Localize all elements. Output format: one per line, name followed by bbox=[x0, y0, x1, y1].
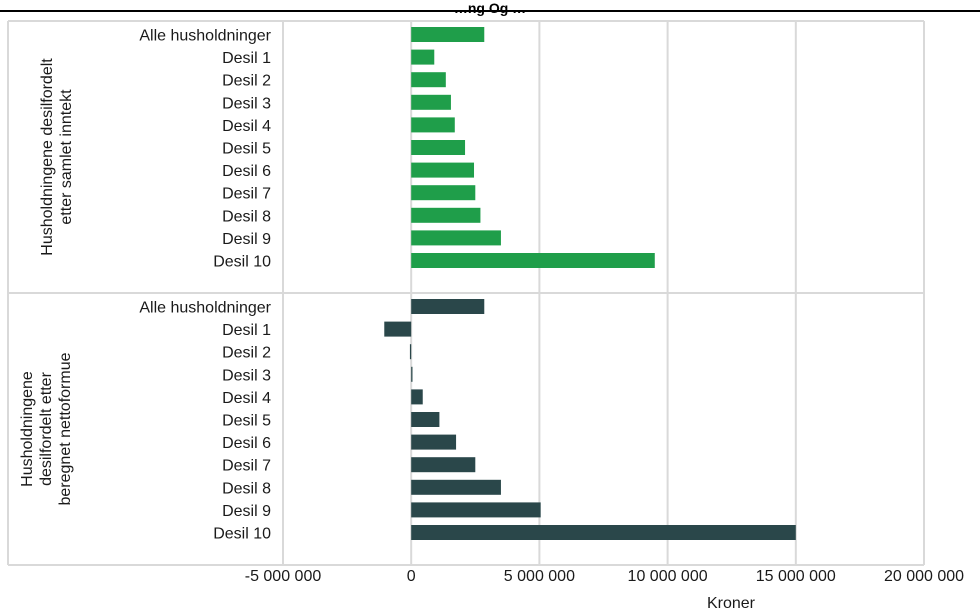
x-tick-label: 5 000 000 bbox=[504, 568, 575, 585]
category-label: Desil 2 bbox=[222, 73, 271, 90]
category-label: Desil 10 bbox=[213, 254, 271, 271]
bar bbox=[411, 525, 796, 540]
category-label: Desil 4 bbox=[222, 390, 271, 407]
group-label: Husholdningene desilfordelt bbox=[39, 58, 56, 256]
bar bbox=[411, 185, 476, 201]
x-tick-label: 0 bbox=[407, 568, 416, 585]
grid-layer bbox=[7, 20, 925, 566]
category-label: Desil 5 bbox=[222, 413, 271, 430]
bar bbox=[411, 389, 423, 405]
bar bbox=[411, 366, 413, 382]
category-label: Desil 1 bbox=[222, 50, 271, 67]
bar bbox=[411, 230, 501, 246]
bar bbox=[411, 502, 541, 518]
x-axis-label: Kroner bbox=[707, 595, 756, 611]
ticks-layer: -5 000 000 0 5 000 000 10 000 000 15 000 000… bbox=[245, 568, 964, 585]
category-label: Alle husholdninger bbox=[139, 28, 271, 45]
group-label: desilfordelt etter bbox=[38, 371, 55, 486]
category-label: Desil 6 bbox=[222, 163, 271, 180]
bar bbox=[411, 412, 440, 427]
x-tick-label: 20 000 000 bbox=[884, 568, 964, 585]
category-label: Desil 8 bbox=[222, 208, 271, 225]
category-label: Desil 8 bbox=[222, 480, 271, 497]
bar bbox=[411, 253, 655, 268]
category-label: Desil 3 bbox=[222, 95, 271, 112]
category-label: Desil 2 bbox=[222, 345, 271, 362]
bar bbox=[411, 479, 501, 495]
bar bbox=[411, 94, 451, 110]
bar bbox=[411, 72, 446, 88]
bar bbox=[411, 299, 485, 314]
bar bbox=[411, 49, 435, 65]
category-label: Desil 7 bbox=[222, 458, 271, 475]
x-tick-label: -5 000 000 bbox=[245, 568, 322, 585]
bar bbox=[411, 162, 475, 178]
bar bbox=[411, 434, 457, 450]
category-label: Desil 5 bbox=[222, 141, 271, 158]
group-label: Husholdningene bbox=[19, 371, 36, 487]
category-label: Desil 9 bbox=[222, 231, 271, 248]
labels-layer: Alle husholdninger Desil 1 Desil 2 Desil 3 D… bbox=[19, 28, 272, 543]
category-label: Desil 7 bbox=[222, 186, 271, 203]
category-label: Desil 6 bbox=[222, 435, 271, 452]
bar bbox=[384, 321, 412, 337]
bar bbox=[409, 344, 412, 360]
group-label: etter samlet inntekt bbox=[58, 89, 75, 225]
chart-title: …ng Og … bbox=[454, 0, 526, 16]
category-label: Desil 10 bbox=[213, 526, 271, 543]
x-tick-label: 15 000 000 bbox=[756, 568, 836, 585]
bar bbox=[411, 27, 485, 42]
bar bbox=[411, 207, 481, 223]
group-label: beregnet nettoformue bbox=[57, 352, 74, 505]
category-label: Desil 4 bbox=[222, 118, 271, 135]
bars-layer bbox=[384, 27, 796, 540]
x-tick-label: 10 000 000 bbox=[628, 568, 708, 585]
category-label: Desil 1 bbox=[222, 322, 271, 339]
category-label: Alle husholdninger bbox=[139, 300, 271, 317]
category-label: Desil 9 bbox=[222, 503, 271, 520]
bar bbox=[411, 117, 455, 133]
category-label: Desil 3 bbox=[222, 367, 271, 384]
bar bbox=[411, 140, 466, 155]
bar bbox=[411, 457, 476, 473]
